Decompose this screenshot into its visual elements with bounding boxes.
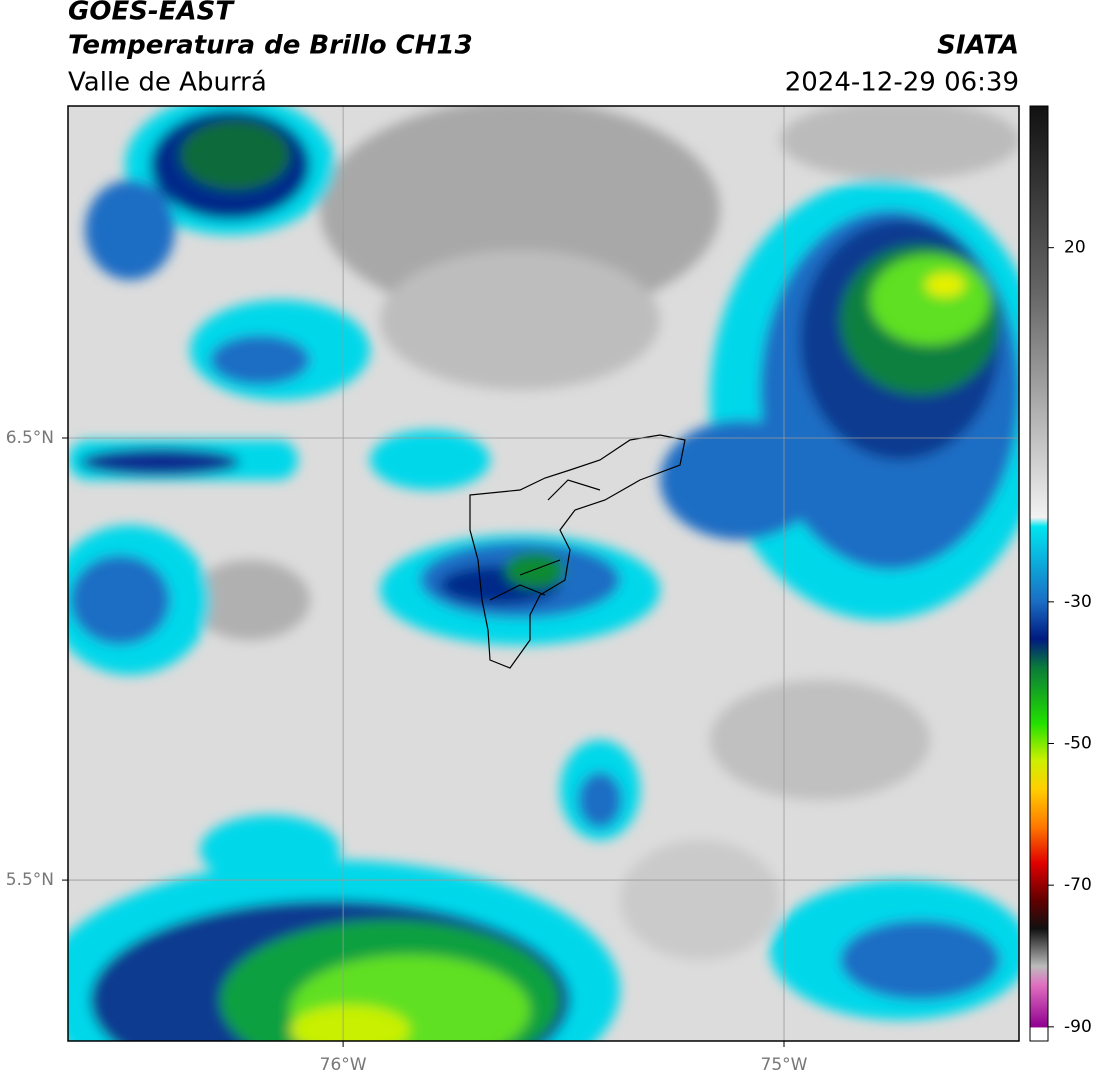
y-tick-label: 5.5°N	[6, 870, 54, 890]
colorbar-tick-label: -70	[1064, 875, 1092, 895]
source: SIATA	[937, 31, 1019, 61]
colorbar-tick-label: -90	[1064, 1017, 1092, 1037]
colorbar-tick-label: 20	[1064, 238, 1086, 258]
region: Valle de Aburrá	[68, 68, 267, 98]
colorbar-tick-label: -50	[1064, 734, 1092, 754]
colorbar-tick-label: -30	[1064, 592, 1092, 612]
title: GOES-EAST	[68, 0, 235, 27]
y-tick-label: 6.5°N	[6, 428, 54, 448]
timestamp: 2024-12-29 06:39	[785, 68, 1019, 98]
satellite-image	[68, 106, 1019, 1041]
x-tick-label: 75°W	[761, 1055, 808, 1075]
x-tick-label: 76°W	[320, 1055, 367, 1075]
grid	[68, 106, 1019, 1041]
map-frame	[67, 105, 1020, 1042]
valley-boundary	[469, 434, 686, 669]
subtitle: Temperatura de Brillo CH13	[68, 31, 473, 61]
colorbar	[1029, 105, 1049, 1042]
